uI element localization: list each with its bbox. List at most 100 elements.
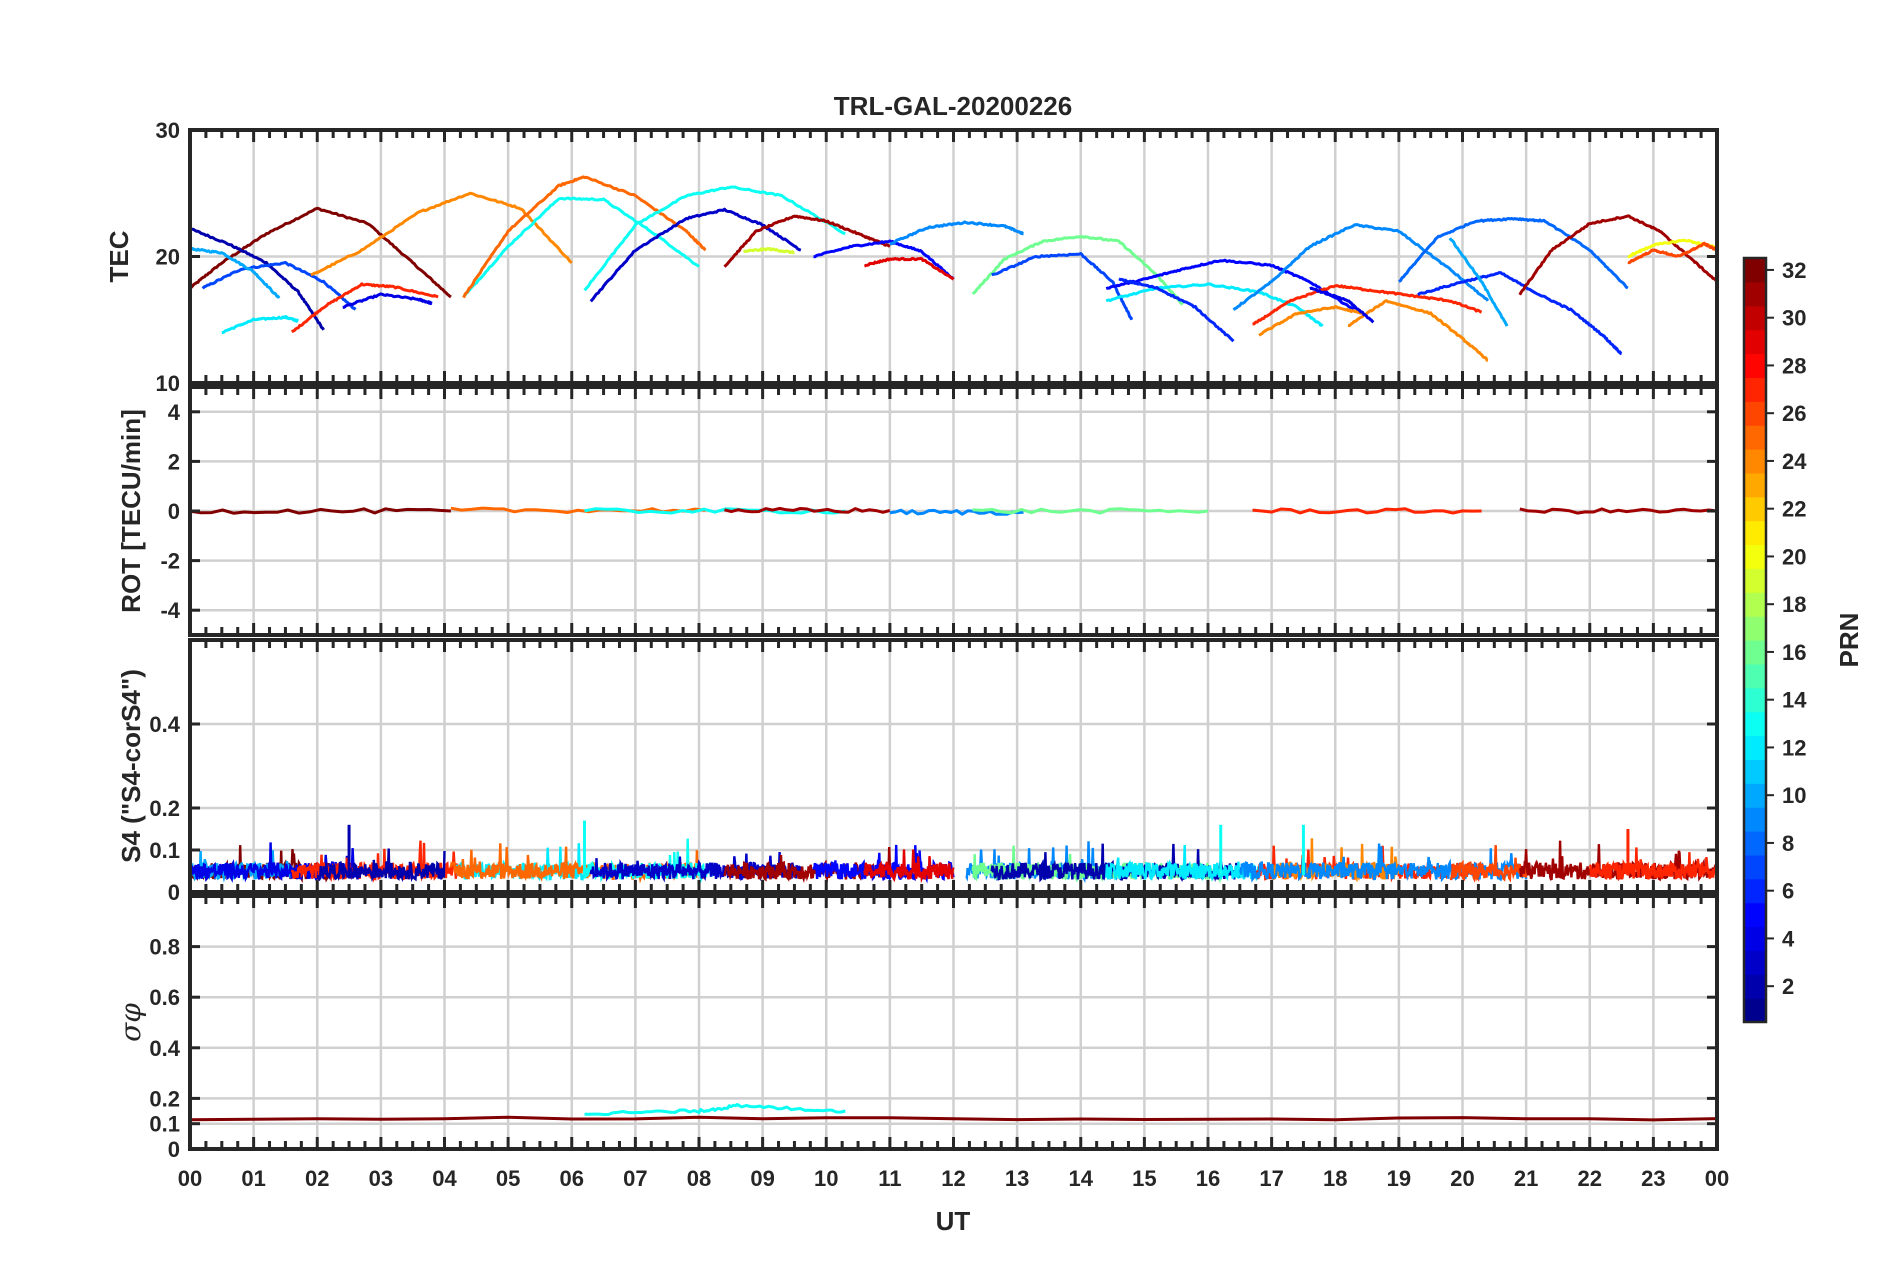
series-line-prn-2 xyxy=(190,227,325,331)
series-line-prn-13 xyxy=(584,1103,846,1116)
series-line-prn-13 xyxy=(584,507,846,515)
series-line-prn-12 xyxy=(221,315,300,335)
colorbar-cell xyxy=(1744,902,1766,928)
colorbar-tick-label: 18 xyxy=(1782,592,1806,617)
colorbar-cell xyxy=(1744,281,1766,307)
series-line-prn-12 xyxy=(1105,844,1261,882)
y-axis-label: TEC xyxy=(104,230,134,282)
series-line-prn-25 xyxy=(449,843,707,884)
y-tick-label: 0.4 xyxy=(149,712,180,737)
colorbar-frame xyxy=(1742,256,1768,1024)
x-tick-label: 05 xyxy=(496,1166,520,1191)
series-line-prn-32 xyxy=(190,206,452,299)
colorbar-cell xyxy=(1744,807,1766,832)
panel-rot: -4 -2 0 2 4 ROT [TECU/min] xyxy=(116,385,1719,637)
series-line-prn-12 xyxy=(1105,282,1324,328)
colorbar-cell xyxy=(1744,735,1766,760)
y-tick-label: 0.8 xyxy=(149,935,180,960)
colorbar-cell xyxy=(1744,544,1766,569)
x-tick-label: 18 xyxy=(1323,1166,1347,1191)
y-tick-label: 0.1 xyxy=(149,838,180,863)
y-tick-label: 0 xyxy=(168,499,180,524)
x-tick-label: 11 xyxy=(878,1166,901,1191)
x-axis-label: UT xyxy=(936,1206,971,1236)
colorbar-cell xyxy=(1744,425,1766,450)
series-line-prn-9 xyxy=(889,508,1024,516)
x-tick-label: 06 xyxy=(560,1166,584,1191)
series-line-prn-27 xyxy=(290,282,439,334)
series-line-prn-6 xyxy=(1118,277,1235,343)
colorbar-tick-label: 30 xyxy=(1782,306,1806,331)
x-tick-label: 02 xyxy=(305,1166,329,1191)
y-tick-label: 10 xyxy=(156,371,180,396)
series-line-prn-31 xyxy=(1518,214,1717,296)
y-tick-label: -2 xyxy=(160,549,180,574)
x-tick-label: 15 xyxy=(1132,1166,1156,1191)
colorbar-tick-label: 2 xyxy=(1782,974,1794,999)
series-line-prn-13 xyxy=(462,196,700,298)
y-axis-label: ROT [TECU/min] xyxy=(116,409,146,613)
figure-title: TRL-GAL-20200226 xyxy=(834,91,1072,121)
y-tick-label: 30 xyxy=(156,118,180,143)
series-line-prn-26 xyxy=(1627,241,1717,265)
colorbar-cell xyxy=(1744,520,1766,546)
colorbar-cell xyxy=(1744,353,1766,378)
colorbar-tick-label: 16 xyxy=(1782,640,1806,665)
colorbar-cell xyxy=(1744,472,1766,498)
colorbar-cell xyxy=(1744,592,1766,617)
series-group xyxy=(190,1103,1717,1122)
colorbar-tick-label: 12 xyxy=(1782,735,1806,760)
series-line-prn-24 xyxy=(1258,304,1368,337)
series-line-prn-29 xyxy=(864,256,955,281)
y-tick-label: -4 xyxy=(160,598,180,623)
panel-s4: 0 0.1 0.2 0.4S4 ("S4-corS4") xyxy=(116,638,1719,905)
colorbar-tick-label: 20 xyxy=(1782,544,1806,569)
colorbar-label: PRN xyxy=(1834,613,1864,668)
x-tick-label: 01 xyxy=(241,1166,265,1191)
colorbar-cell xyxy=(1744,377,1766,402)
x-tick-label: 12 xyxy=(941,1166,965,1191)
y-tick-label: 0.2 xyxy=(149,1086,180,1111)
panel-sigma-phi: 00.10.2 0.4 0.6 0.8 σφ xyxy=(114,894,1719,1162)
series-line-prn-32 xyxy=(190,507,451,515)
series-line-prn-26 xyxy=(1449,845,1528,883)
colorbar-cell xyxy=(1744,663,1766,689)
series-line-prn-2 xyxy=(316,848,446,883)
series-line-prn-9 xyxy=(889,220,1025,246)
y-tick-label: 20 xyxy=(156,245,180,270)
series-line-prn-3 xyxy=(589,207,802,303)
series-line-prn-10 xyxy=(1448,237,1509,327)
x-tick-label: 13 xyxy=(1005,1166,1029,1191)
x-tick-label: 23 xyxy=(1641,1166,1665,1191)
series-line-prn-31 xyxy=(723,214,891,268)
x-tick-label: 17 xyxy=(1259,1166,1283,1191)
y-tick-label: 0.4 xyxy=(149,1036,180,1061)
colorbar-tick-label: 6 xyxy=(1782,879,1794,904)
x-tick-label: 04 xyxy=(432,1166,457,1191)
colorbar-tick-label: 22 xyxy=(1782,497,1806,522)
series-line-prn-32 xyxy=(190,1115,1717,1122)
colorbar-tick-label: 8 xyxy=(1782,831,1794,856)
y-tick-label: 0 xyxy=(168,1137,180,1162)
series-line-prn-27 xyxy=(1252,507,1482,515)
colorbar-cell xyxy=(1744,258,1766,283)
series-group xyxy=(190,820,1717,884)
colorbar-cell xyxy=(1744,926,1766,951)
x-tick-label: 16 xyxy=(1196,1166,1220,1191)
y-axis-label: S4 ("S4-corS4") xyxy=(116,669,146,863)
series-line-prn-29 xyxy=(863,849,955,884)
y-tick-label: 2 xyxy=(168,449,180,474)
series-line-prn-8 xyxy=(1398,217,1629,290)
x-tick-label: 10 xyxy=(814,1166,838,1191)
x-tick-label: 09 xyxy=(750,1166,774,1191)
colorbar-cell xyxy=(1744,759,1766,784)
series-line-prn-4 xyxy=(1309,286,1375,324)
colorbar-tick-label: 26 xyxy=(1782,401,1806,426)
x-tick-label: 00 xyxy=(1705,1166,1729,1191)
x-tick-label: 22 xyxy=(1578,1166,1602,1191)
series-line-prn-13 xyxy=(583,185,846,292)
colorbar-cell xyxy=(1744,687,1766,713)
x-tick-label: 07 xyxy=(623,1166,647,1191)
